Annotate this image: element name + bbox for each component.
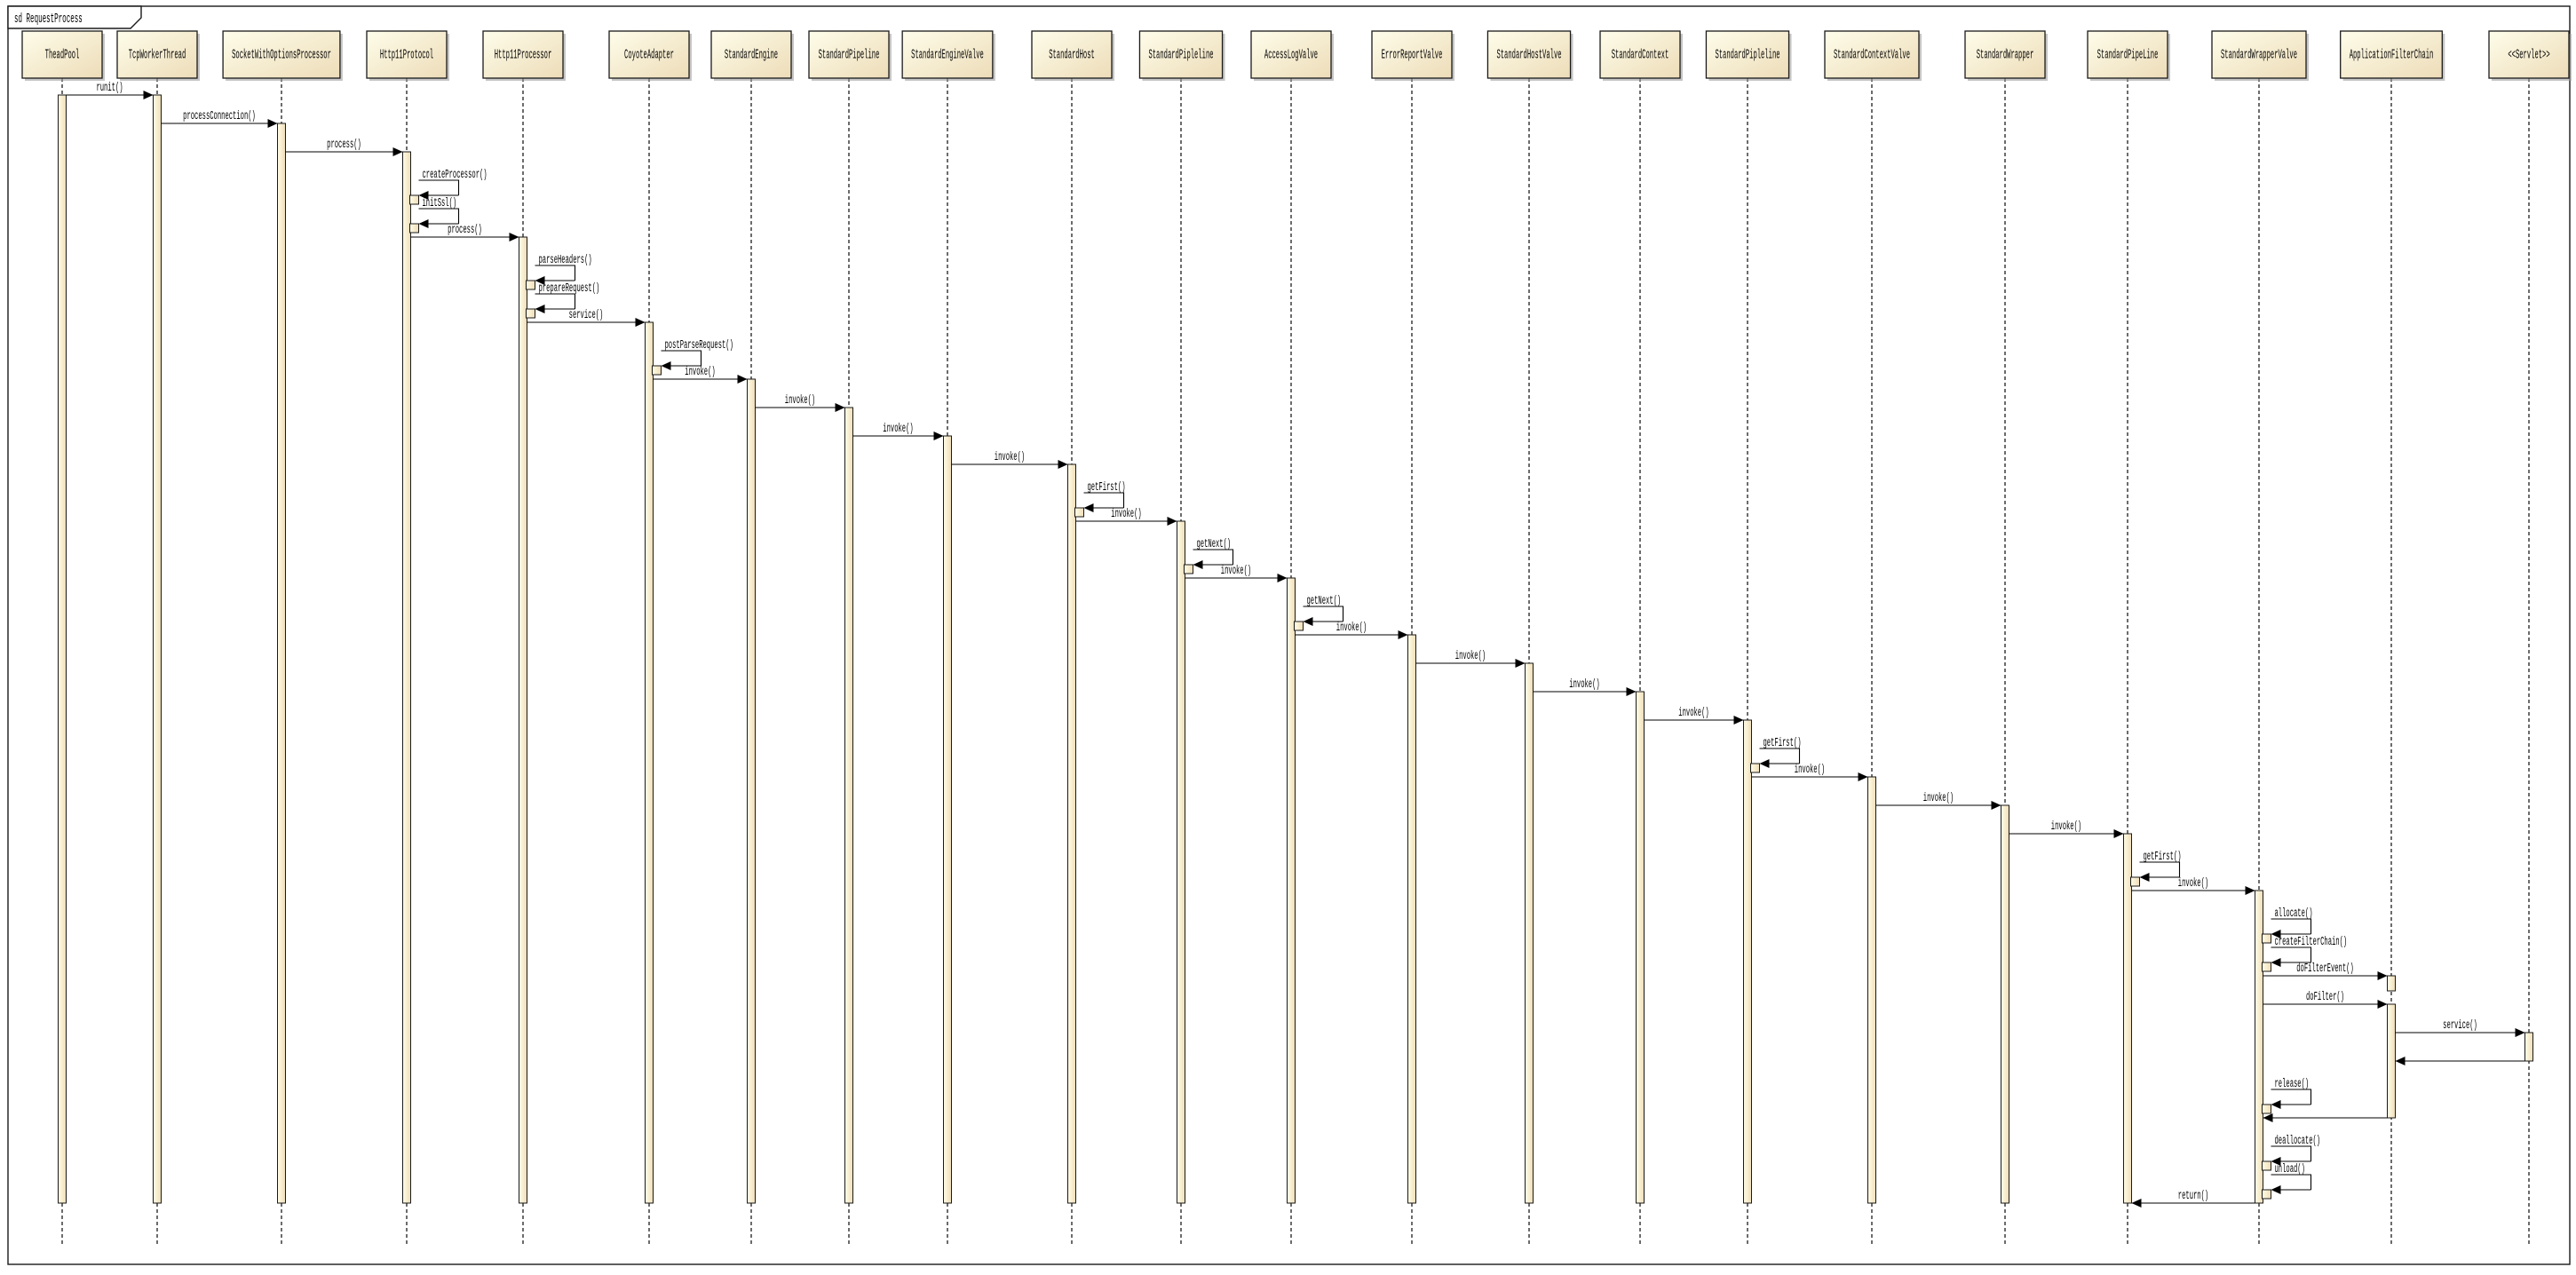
svg-text:postParseRequest(): postParseRequest() (665, 339, 733, 352)
svg-text:Http11Protocol: Http11Protocol (380, 49, 433, 63)
svg-text:invoke(): invoke() (1221, 565, 1251, 578)
svg-text:service(): service() (569, 309, 604, 322)
svg-text:TheadPool: TheadPool (45, 49, 80, 63)
svg-text:parseHeaders(): parseHeaders() (539, 254, 592, 267)
svg-text:StandardWrapper: StandardWrapper (1977, 49, 2034, 63)
svg-text:getNext(): getNext() (1307, 595, 1342, 608)
svg-text:SocketWithOptionsProcessor: SocketWithOptionsProcessor (232, 49, 331, 63)
svg-text:invoke(): invoke() (1111, 508, 1141, 521)
svg-text:StandardPipleline: StandardPipleline (1715, 49, 1779, 63)
svg-text:invoke(): invoke() (2178, 877, 2208, 891)
svg-text:createFilterChain(): createFilterChain() (2275, 936, 2348, 949)
svg-text:getFirst(): getFirst() (2144, 851, 2182, 864)
svg-text:invoke(): invoke() (1678, 707, 1708, 720)
svg-text:StandardPipeline: StandardPipeline (819, 49, 880, 63)
svg-text:deallocate(): deallocate() (2275, 1135, 2321, 1148)
svg-text:invoke(): invoke() (995, 451, 1025, 464)
svg-text:CoyoteAdapter: CoyoteAdapter (624, 49, 674, 63)
svg-text:allocate(): allocate() (2275, 907, 2313, 921)
svg-text:<<Servlet>>: <<Servlet>> (2508, 49, 2549, 63)
svg-text:return(): return() (2178, 1190, 2208, 1203)
svg-text:unload(): unload() (2275, 1163, 2305, 1176)
svg-text:prepareRequest(): prepareRequest() (539, 282, 600, 296)
svg-text:invoke(): invoke() (1795, 764, 1825, 777)
svg-text:invoke(): invoke() (1569, 678, 1599, 692)
svg-text:invoke(): invoke() (883, 423, 913, 436)
svg-text:getFirst(): getFirst() (1764, 737, 1802, 750)
svg-text:createProcessor(): createProcessor() (423, 169, 487, 182)
svg-text:invoke(): invoke() (685, 366, 715, 379)
svg-text:ErrorReportValve: ErrorReportValve (1382, 49, 1443, 63)
svg-text:StandardEngine: StandardEngine (725, 49, 778, 63)
svg-text:StandardContext: StandardContext (1612, 49, 1669, 63)
svg-text:runit(): runit() (96, 82, 123, 95)
svg-text:doFilterEvent(): doFilterEvent() (2296, 962, 2354, 976)
svg-text:invoke(): invoke() (2051, 820, 2081, 834)
svg-text:ApplicationFilterChain: ApplicationFilterChain (2350, 49, 2434, 63)
svg-text:Http11Processor: Http11Processor (495, 49, 552, 63)
svg-text:invoke(): invoke() (1336, 622, 1367, 635)
svg-text:TcpWorkerThread: TcpWorkerThread (129, 49, 186, 63)
svg-text:AccessLogValve: AccessLogValve (1264, 49, 1318, 63)
svg-text:StandardPipleline: StandardPipleline (1148, 49, 1213, 63)
svg-text:StandardHostValve: StandardHostValve (1496, 49, 1561, 63)
svg-text:invoke(): invoke() (1455, 650, 1486, 663)
svg-text:StandardContextValve: StandardContextValve (1834, 49, 1910, 63)
svg-text:getFirst(): getFirst() (1088, 481, 1126, 495)
svg-text:StandardWrapperValve: StandardWrapperValve (2221, 49, 2297, 63)
svg-text:processConnection(): processConnection() (183, 110, 256, 123)
svg-text:StandardPipeLine: StandardPipeLine (2097, 49, 2159, 63)
svg-text:invoke(): invoke() (1923, 792, 1954, 805)
svg-text:getNext(): getNext() (1197, 538, 1232, 551)
svg-text:doFilter(): doFilter() (2306, 991, 2344, 1004)
svg-text:service(): service() (2443, 1019, 2477, 1033)
svg-text:process(): process() (448, 224, 482, 237)
svg-text:StandardEngineValve: StandardEngineValve (911, 49, 984, 63)
svg-text:sd RequestProcess: sd RequestProcess (14, 12, 83, 27)
svg-text:StandardHost: StandardHost (1049, 49, 1095, 63)
svg-text:initSsl(): initSsl() (423, 197, 457, 210)
svg-text:release(): release() (2275, 1078, 2310, 1091)
svg-text:invoke(): invoke() (785, 394, 815, 408)
svg-text:process(): process() (327, 139, 361, 152)
